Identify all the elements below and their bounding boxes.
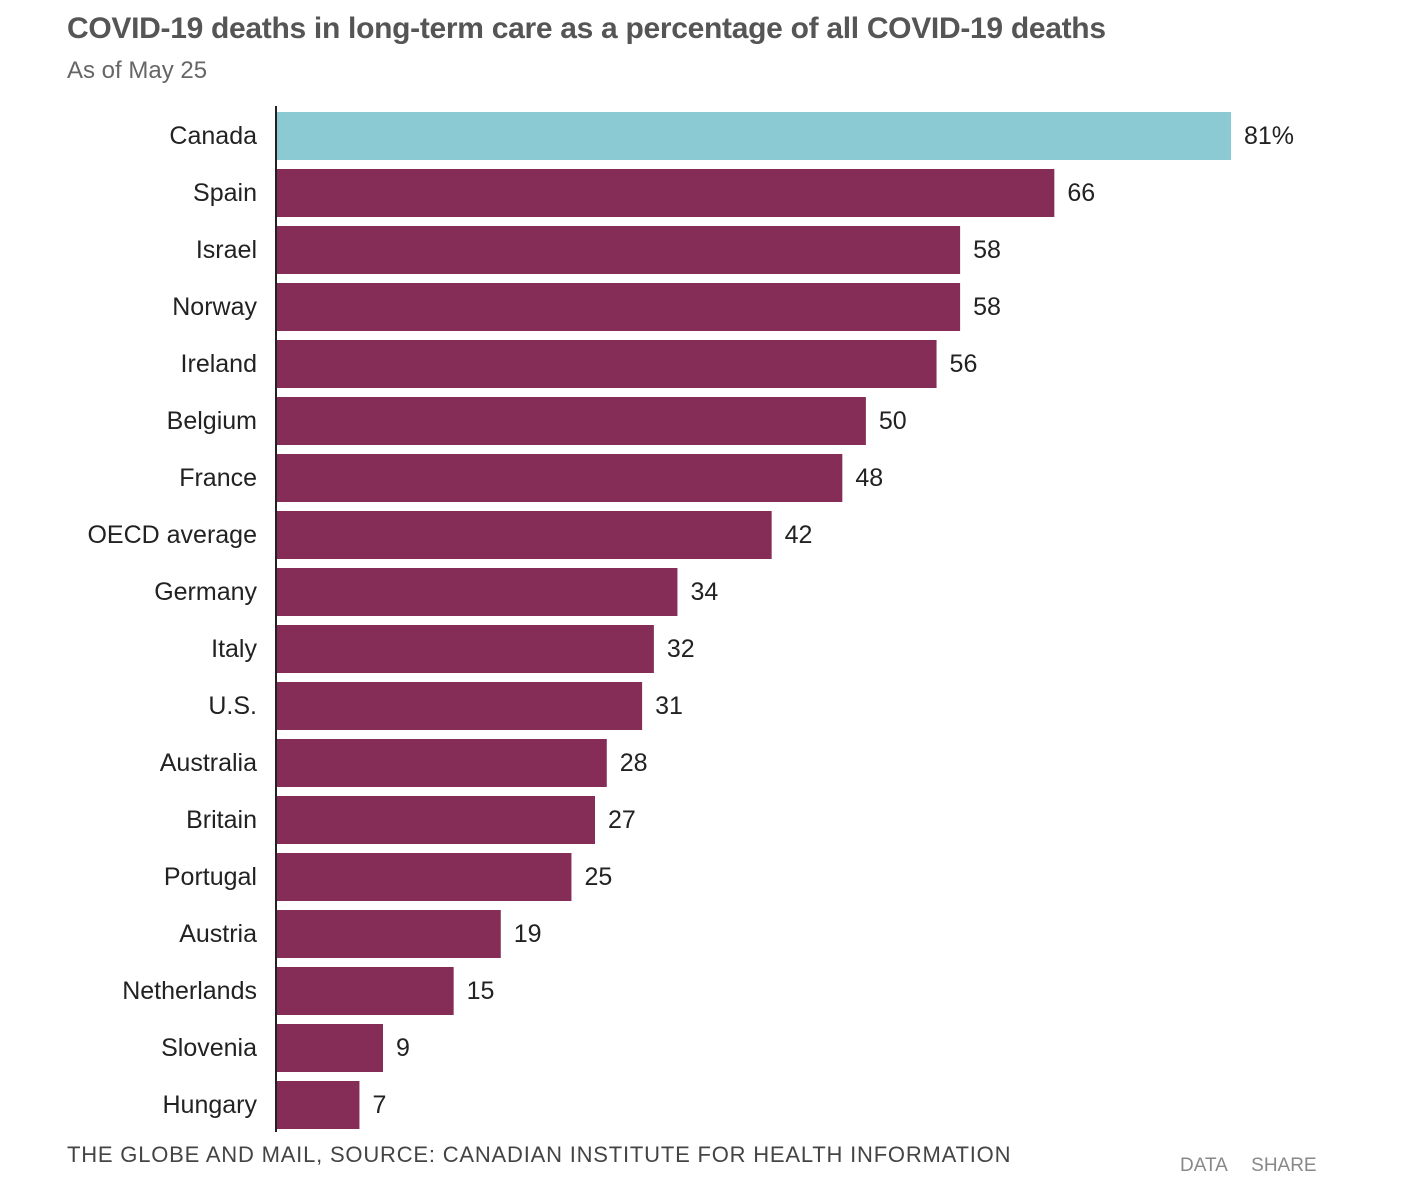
bar-u-s [277, 682, 643, 730]
category-label-portugal: Portugal [164, 863, 257, 891]
bar-portugal [277, 853, 572, 901]
value-label-italy: 32 [667, 635, 695, 663]
bar-chart: Canada 81% Spain 66 Israel 58 Norway 58 Ireland 5… [87, 106, 1294, 1132]
value-label-hungary: 7 [372, 1091, 386, 1119]
category-label-hungary: Hungary [163, 1091, 258, 1119]
value-label-oecd-average: 42 [785, 521, 813, 549]
bars-group [277, 112, 1231, 1129]
category-label-germany: Germany [154, 578, 257, 606]
category-label-italy: Italy [211, 635, 257, 663]
bar-netherlands [277, 967, 454, 1015]
value-label-belgium: 50 [879, 407, 907, 435]
bar-britain [277, 796, 595, 844]
chart-title: COVID-19 deaths in long-term care as a p… [67, 12, 1106, 45]
value-label-britain: 27 [608, 806, 636, 834]
bar-slovenia [277, 1024, 383, 1072]
category-label-slovenia: Slovenia [161, 1034, 257, 1062]
bar-australia [277, 739, 607, 787]
value-label-slovenia: 9 [396, 1034, 410, 1062]
footer-links: DATA SHARE [1180, 1155, 1335, 1177]
bar-oecd-average [277, 511, 772, 559]
bar-belgium [277, 397, 866, 445]
bar-hungary [277, 1081, 360, 1129]
value-label-netherlands: 15 [467, 977, 495, 1005]
value-label-australia: 28 [620, 749, 648, 777]
value-label-germany: 34 [690, 578, 718, 606]
category-label-britain: Britain [186, 806, 257, 834]
category-label-canada: Canada [169, 122, 257, 150]
value-label-norway: 58 [973, 293, 1001, 321]
labels-group: Canada 81% Spain 66 Israel 58 Norway 58 Ireland 5… [87, 122, 1294, 1119]
category-label-australia: Australia [160, 749, 257, 777]
category-label-oecd-average: OECD average [87, 521, 257, 549]
value-label-ireland: 56 [950, 350, 978, 378]
bar-germany [277, 568, 678, 616]
bar-france [277, 454, 843, 502]
bar-ireland [277, 340, 937, 388]
category-label-u-s: U.S. [208, 692, 257, 720]
category-label-austria: Austria [179, 920, 257, 948]
source-note: THE GLOBE AND MAIL, SOURCE: CANADIAN INS… [67, 1142, 1012, 1167]
value-label-canada: 81% [1244, 122, 1294, 150]
value-label-israel: 58 [973, 236, 1001, 264]
value-label-spain: 66 [1067, 179, 1095, 207]
category-label-france: France [179, 464, 257, 492]
bar-norway [277, 283, 961, 331]
bar-israel [277, 226, 961, 274]
share-link[interactable]: SHARE [1251, 1155, 1317, 1176]
bar-canada [277, 112, 1231, 160]
value-label-u-s: 31 [655, 692, 683, 720]
category-label-ireland: Ireland [181, 350, 257, 378]
data-link[interactable]: DATA [1180, 1155, 1228, 1176]
bar-austria [277, 910, 501, 958]
category-label-israel: Israel [196, 236, 257, 264]
category-label-belgium: Belgium [167, 407, 257, 435]
category-label-norway: Norway [172, 293, 257, 321]
value-label-austria: 19 [514, 920, 542, 948]
category-label-spain: Spain [193, 179, 257, 207]
category-label-netherlands: Netherlands [122, 977, 257, 1005]
value-label-france: 48 [855, 464, 883, 492]
chart-subtitle: As of May 25 [67, 57, 208, 84]
value-label-portugal: 25 [584, 863, 612, 891]
bar-italy [277, 625, 654, 673]
bar-spain [277, 169, 1055, 217]
